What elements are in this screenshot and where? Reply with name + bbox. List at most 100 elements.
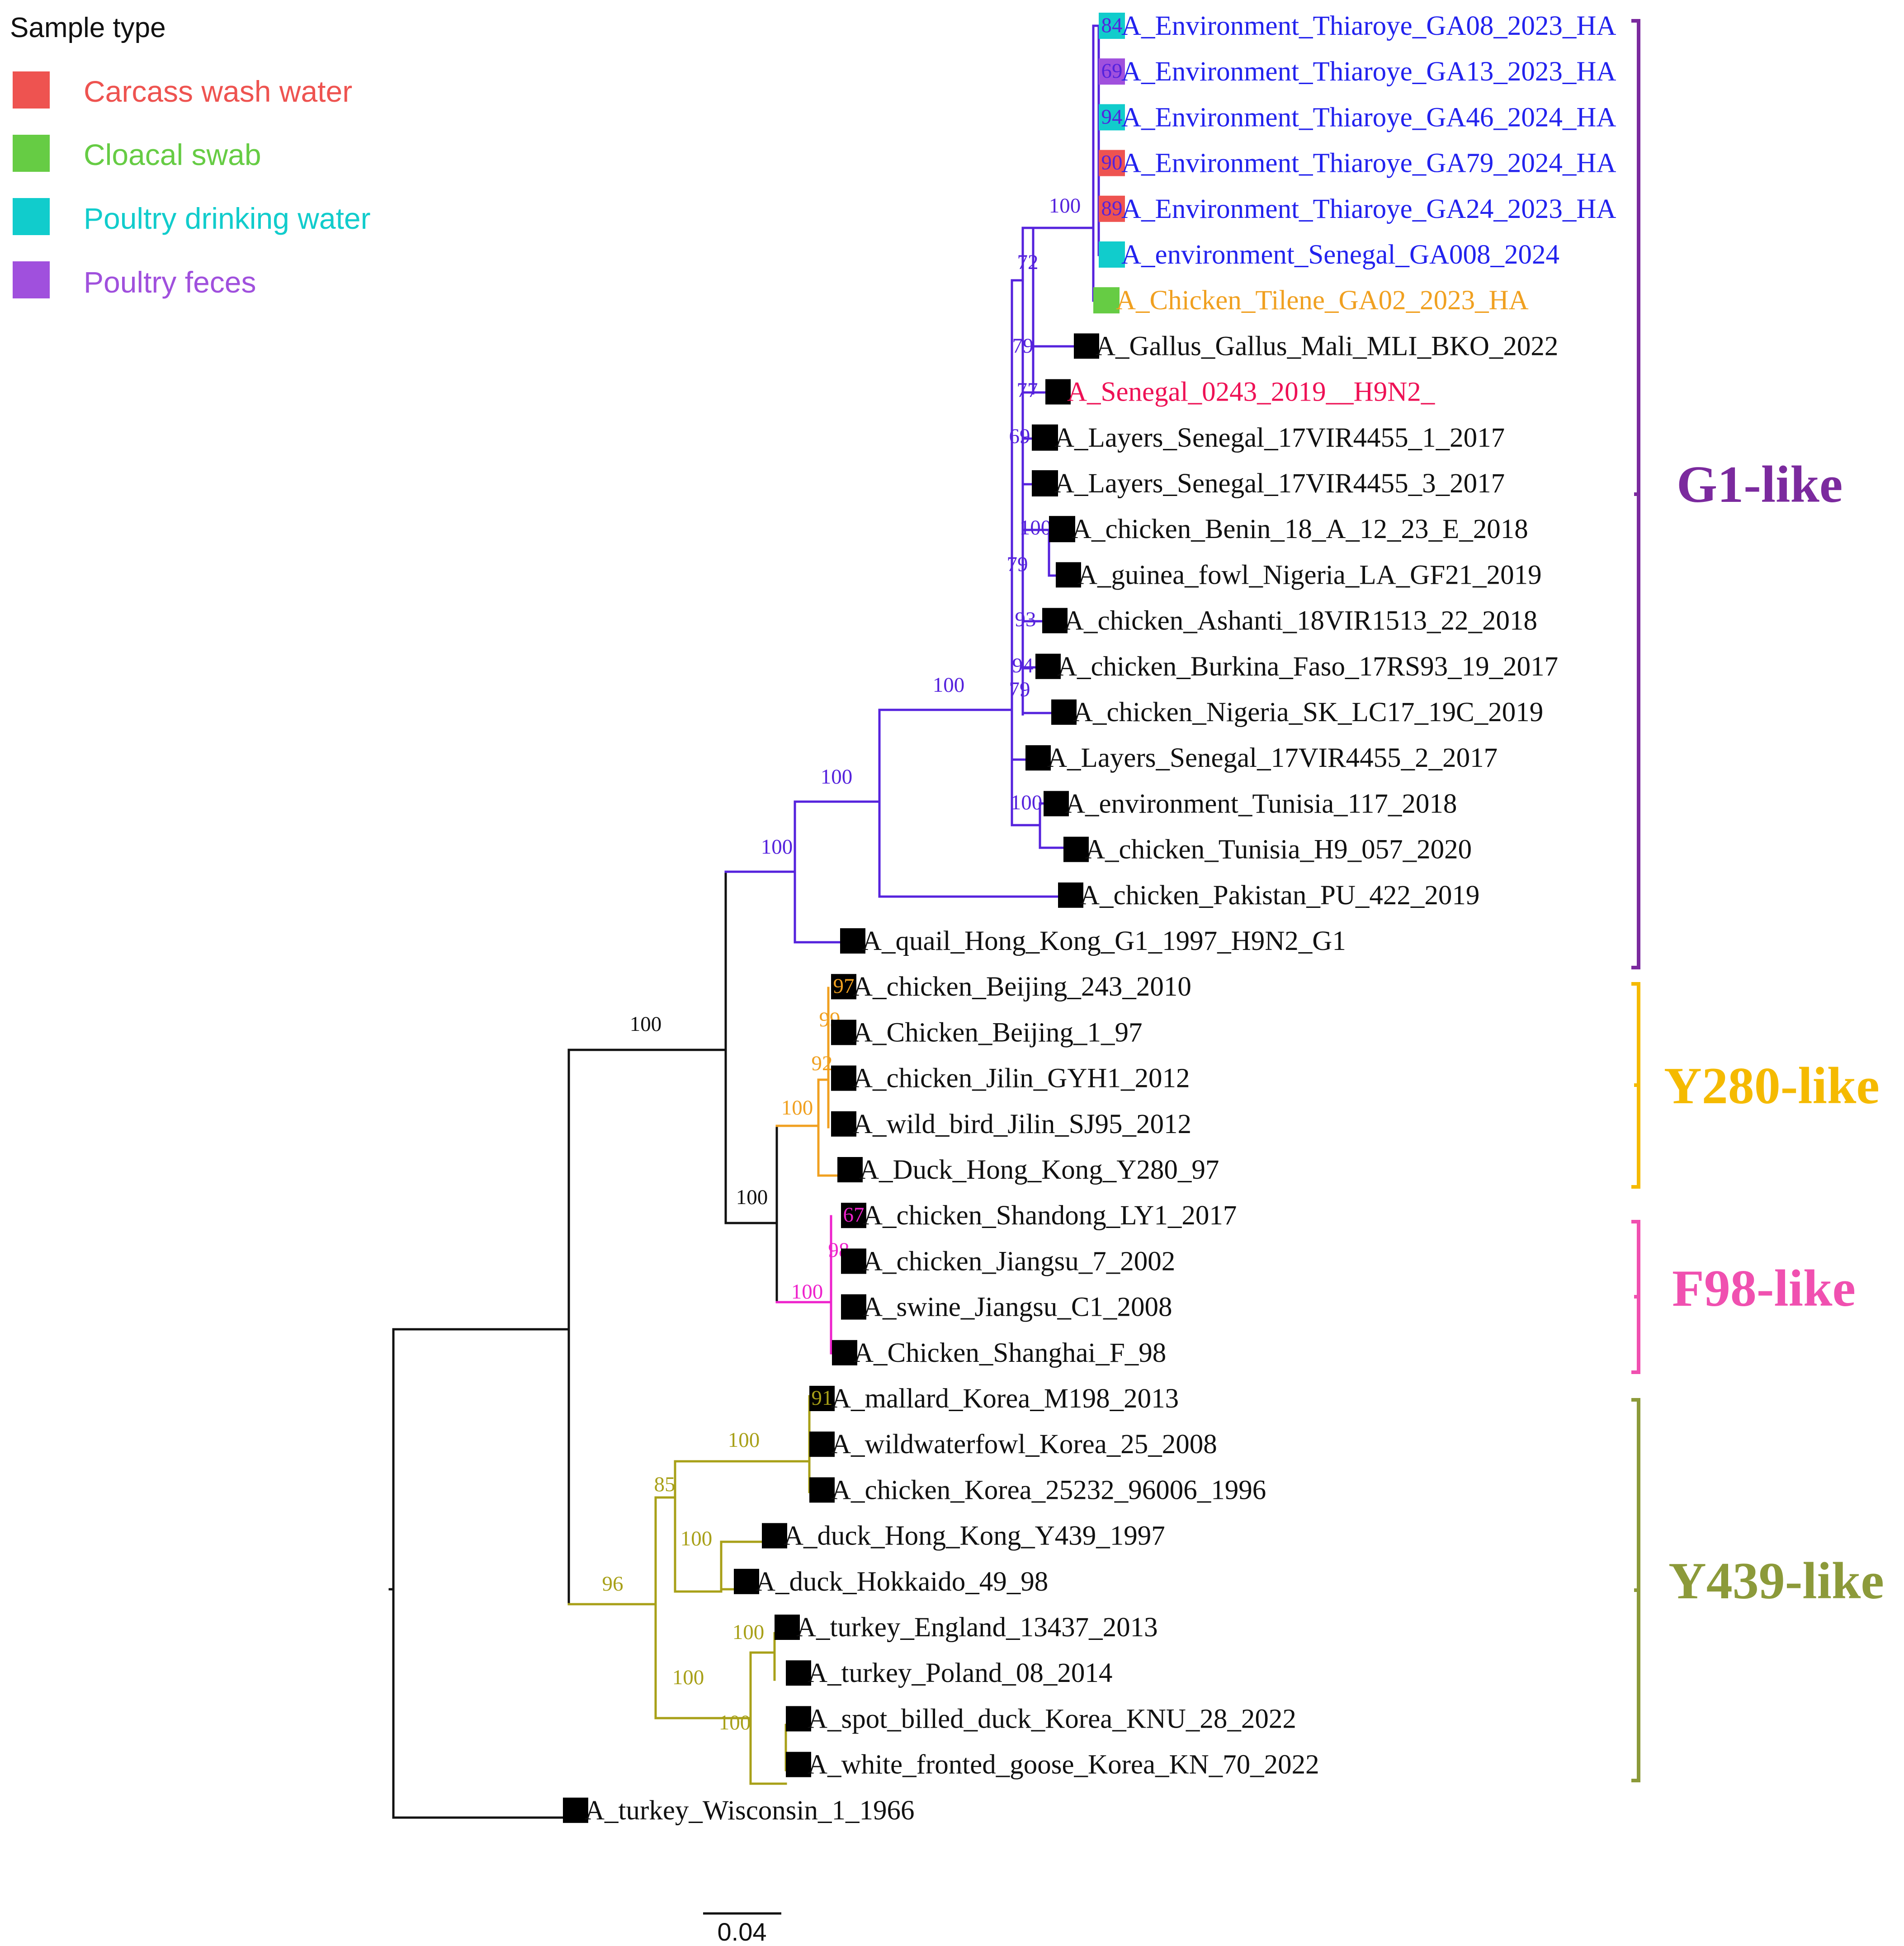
clade-y280-like: Y280-like: [1631, 982, 1880, 1189]
tip-label: A_chicken_Jilin_GYH1_2012: [853, 1063, 1190, 1094]
tip-marker: [1074, 333, 1099, 359]
tip-label: A_chicken_Tunisia_H9_057_2020: [1085, 835, 1472, 865]
tip-support-value: 94: [1101, 105, 1123, 128]
node-support-g1-n94: 94: [1012, 654, 1034, 677]
tip-marker: [1099, 13, 1125, 39]
clade-label-f98: F98-like: [1672, 1260, 1856, 1318]
clade-label-y280: Y280-like: [1664, 1057, 1880, 1115]
node-support-f98-100: 100: [791, 1280, 823, 1304]
tip-marker: [841, 1294, 866, 1320]
tip: A_turkey_Poland_08_2014: [786, 1658, 1112, 1688]
node-support-y439-96: 96: [602, 1572, 624, 1596]
legend-swatch-poultry-feces: [13, 261, 50, 298]
tip-label: A_quail_Hong_Kong_G1_1997_H9N2_G1: [862, 926, 1346, 956]
node-support-y439-100a: 100: [728, 1428, 760, 1452]
scale-bar: 0.04: [703, 1912, 781, 1946]
tip-label: A_chicken_Beijing_243_2010: [853, 972, 1191, 1002]
tip-marker: [1044, 791, 1069, 817]
tip: A_white_fronted_goose_Korea_KN_70_2022: [786, 1750, 1319, 1780]
tip-marker: [831, 1020, 856, 1045]
tip-marker: [1099, 58, 1125, 85]
tip: A_Duck_Hong_Kong_Y280_97: [837, 1155, 1219, 1185]
tip: 69A_Environment_Thiaroye_GA13_2023_HA: [1099, 57, 1616, 87]
tip-label: A_Chicken_Beijing_1_97: [853, 1017, 1142, 1048]
node-support-g1-n100tun: 100: [1011, 791, 1043, 814]
tip-marker: [786, 1660, 811, 1686]
legend-item-cloacal-swab: Cloacal swab: [13, 135, 261, 172]
legend: Sample type Carcass wash water Cloacal s…: [10, 12, 371, 299]
node-support-y439-100b: 100: [680, 1527, 713, 1550]
tip-label: A_Environment_Thiaroye_GA24_2023_HA: [1121, 194, 1616, 224]
tip: A_guinea_fowl_Nigeria_LA_GF21_2019: [1056, 560, 1542, 590]
tip: 94A_Environment_Thiaroye_GA46_2024_HA: [1099, 102, 1616, 132]
tip-marker: [1049, 516, 1075, 543]
tip: A_Layers_Senegal_17VIR4455_1_2017: [1032, 423, 1505, 453]
node-support-g1-inner: 100: [821, 765, 853, 789]
tip-label: A_Environment_Thiaroye_GA13_2023_HA: [1121, 57, 1616, 87]
tip-label: A_Layers_Senegal_17VIR4455_1_2017: [1054, 423, 1505, 453]
clade-y439-like: Y439-like: [1631, 1398, 1884, 1782]
node-support-g1-n79a: 79: [1012, 334, 1034, 358]
node-support-y439-100c: 100: [732, 1620, 765, 1644]
tip-marker: [831, 974, 856, 1000]
tree-branches: [388, 24, 1100, 1819]
tip-label: A_mallard_Korea_M198_2013: [831, 1384, 1179, 1414]
clade-brackets: G1-like Y280-like F98-like Y439-like: [1631, 19, 1884, 1782]
tip-label: A_chicken_Pakistan_PU_422_2019: [1080, 880, 1479, 911]
tip-support-value: 67: [843, 1203, 865, 1227]
tip: A_chicken_Burkina_Faso_17RS93_19_2017: [1035, 652, 1558, 682]
node-support-root-main: 100: [736, 1186, 768, 1209]
tip-label: A_wild_bird_Jilin_SJ95_2012: [853, 1109, 1191, 1139]
node-support-g1-senegal: 100: [1049, 194, 1081, 217]
tip: A_chicken_Tunisia_H9_057_2020: [1063, 835, 1472, 865]
tip: A_Layers_Senegal_17VIR4455_3_2017: [1032, 468, 1505, 499]
tip-label: A_environment_Senegal_GA008_2024: [1121, 240, 1559, 270]
tip: A_turkey_England_13437_2013: [775, 1612, 1158, 1643]
tip-marker: [786, 1706, 811, 1732]
tip-support-value: 90: [1101, 151, 1123, 175]
tip-marker: [841, 1203, 866, 1228]
tip-label: A_Chicken_Shanghai_F_98: [854, 1338, 1166, 1368]
tip-marker: [1042, 608, 1068, 633]
tip-label: A_chicken_Shandong_LY1_2017: [863, 1200, 1237, 1231]
tip-label: A_duck_Hokkaido_49_98: [756, 1567, 1048, 1597]
tip-marker: [809, 1386, 835, 1411]
tip-marker: [786, 1752, 811, 1777]
tip: A_wildwaterfowl_Korea_25_2008: [809, 1429, 1217, 1460]
node-support-g1-n72: 72: [1017, 250, 1039, 274]
branch-g1-tun-vertical: [1011, 824, 1041, 849]
node-support-y280-92: 92: [812, 1052, 833, 1075]
legend-swatch-carcass-wash-water: [13, 71, 50, 109]
tip-marker: [841, 1248, 866, 1274]
tip-label: A_chicken_Korea_25232_96006_1996: [831, 1475, 1266, 1505]
tip-marker: [1035, 653, 1061, 679]
tip-label: A_chicken_Nigeria_SK_LC17_19C_2019: [1073, 697, 1543, 727]
legend-label-cloacal-swab: Cloacal swab: [84, 138, 261, 171]
node-support-g1-n93: 93: [1015, 608, 1036, 631]
tip-marker: [762, 1523, 787, 1549]
tip-marker: [809, 1477, 835, 1503]
node-support-y439-85: 85: [654, 1473, 676, 1496]
tip-marker: [1058, 882, 1083, 908]
tip-label: A_Environment_Thiaroye_GA46_2024_HA: [1121, 102, 1616, 132]
tip-marker: [563, 1797, 588, 1823]
clade-g1-like: G1-like: [1631, 19, 1843, 969]
node-support-g1-n100benin: 100: [1020, 516, 1052, 539]
tip-label: A_environment_Tunisia_117_2018: [1065, 789, 1457, 819]
tip-label: A_Environment_Thiaroye_GA08_2023_HA: [1121, 11, 1616, 41]
tip-label: A_Gallus_Gallus_Mali_MLI_BKO_2022: [1096, 331, 1558, 361]
tip-marker: [840, 928, 865, 954]
tree-tips: 84A_Environment_Thiaroye_GA08_2023_HA69A…: [563, 11, 1616, 1826]
node-support-g1-n79c: 79: [1009, 678, 1030, 701]
scale-bar-label: 0.04: [718, 1918, 767, 1946]
node-support-g1-n79b: 79: [1007, 553, 1028, 576]
node-support-g1-n77: 77: [1017, 378, 1038, 402]
tip-marker: [831, 1065, 856, 1091]
tip: A_Gallus_Gallus_Mali_MLI_BKO_2022: [1074, 331, 1558, 361]
clade-f98-like: F98-like: [1631, 1220, 1856, 1374]
tip: A_chicken_Nigeria_SK_LC17_19C_2019: [1051, 697, 1543, 727]
tip-label: A_chicken_Jiangsu_7_2002: [863, 1246, 1175, 1276]
tip: A_Layers_Senegal_17VIR4455_2_2017: [1025, 743, 1498, 773]
tip-marker: [1099, 241, 1125, 268]
